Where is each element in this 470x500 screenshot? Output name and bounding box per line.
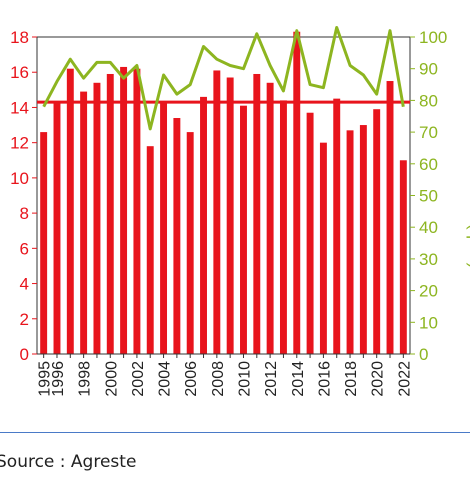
x-tick-label-2022: 2022 — [396, 361, 413, 397]
left-tick-label-0: 0 — [20, 345, 29, 364]
bar-2012 — [266, 82, 274, 355]
left-tick-label-18: 18 — [10, 28, 29, 47]
x-tick-label-2014: 2014 — [290, 361, 307, 397]
bar-2003 — [146, 146, 154, 354]
bar-2017 — [333, 98, 341, 354]
x-tick-label-2010: 2010 — [236, 361, 253, 397]
chart: 0 2 4 6 8 10 12 14 16 18 0 10 20 30 40 50 60 70 80 90 100 Ren… — [10, 26, 470, 397]
bar-1997 — [66, 68, 74, 354]
bar-2009 — [226, 77, 234, 354]
x-tick-label-2016: 2016 — [316, 361, 333, 397]
left-tick-label-10: 10 — [10, 169, 29, 188]
right-tick-label-30: 30 — [419, 250, 438, 269]
bar-1996 — [53, 102, 61, 355]
left-tick-label-14: 14 — [10, 98, 29, 117]
bar-2011 — [253, 73, 261, 354]
bar-2013 — [279, 100, 287, 355]
yield-line — [42, 26, 405, 131]
bar-2000 — [106, 73, 114, 354]
right-tick-label-70: 70 — [419, 123, 438, 142]
right-tick-label-80: 80 — [419, 91, 438, 110]
right-tick-label-50: 50 — [419, 187, 438, 206]
right-axis-label: Rendements (q/ha) — [466, 123, 470, 269]
right-tick-label-20: 20 — [419, 282, 438, 301]
bar-2018 — [346, 130, 354, 354]
right-tick-label-90: 90 — [419, 60, 438, 79]
bar-2021 — [386, 81, 394, 355]
bar-1995 — [40, 132, 48, 354]
left-tick-label-8: 8 — [20, 204, 29, 223]
left-tick-label-12: 12 — [10, 134, 29, 153]
x-tick-label-2018: 2018 — [343, 361, 360, 397]
source-note: Source : Agreste — [0, 452, 137, 472]
left-tick-label-2: 2 — [20, 310, 29, 329]
bar-2022 — [399, 160, 407, 354]
left-tick-label-16: 16 — [10, 63, 29, 82]
x-tick-label-2004: 2004 — [157, 361, 174, 397]
x-tick-label-2008: 2008 — [210, 361, 227, 397]
bar-1998 — [80, 91, 88, 354]
right-tick-label-40: 40 — [419, 218, 438, 237]
x-tick-label-2012: 2012 — [263, 361, 280, 397]
x-tick-label-2006: 2006 — [183, 361, 200, 397]
bar-2006 — [186, 132, 194, 354]
right-tick-label-10: 10 — [419, 313, 438, 332]
bar-2015 — [306, 112, 314, 354]
bar-2016 — [319, 142, 327, 354]
bar-2002 — [133, 68, 141, 354]
bar-2014 — [293, 31, 301, 354]
right-tick-label-100: 100 — [419, 28, 447, 47]
x-tick-label-2002: 2002 — [130, 361, 147, 397]
bar-2001 — [120, 66, 128, 354]
x-tick-label-1998: 1998 — [77, 361, 94, 397]
right-tick-label-0: 0 — [419, 345, 428, 364]
bar-1999 — [93, 82, 101, 355]
bar-2020 — [373, 109, 381, 354]
right-tick-label-60: 60 — [419, 155, 438, 174]
bar-2019 — [359, 125, 367, 354]
bar-2007 — [200, 96, 207, 354]
bar-2005 — [173, 118, 181, 354]
x-tick-label-2020: 2020 — [370, 361, 387, 397]
bar-2008 — [213, 70, 221, 354]
x-tick-label-1996: 1996 — [50, 361, 67, 397]
bar-2010 — [240, 105, 247, 354]
left-tick-label-6: 6 — [20, 239, 29, 258]
separator-line — [0, 432, 470, 433]
bar-2004 — [160, 102, 168, 355]
x-tick-label-2000: 2000 — [103, 361, 120, 397]
left-tick-label-4: 4 — [20, 275, 29, 294]
x-tick-label-1995: 1995 — [37, 361, 54, 397]
